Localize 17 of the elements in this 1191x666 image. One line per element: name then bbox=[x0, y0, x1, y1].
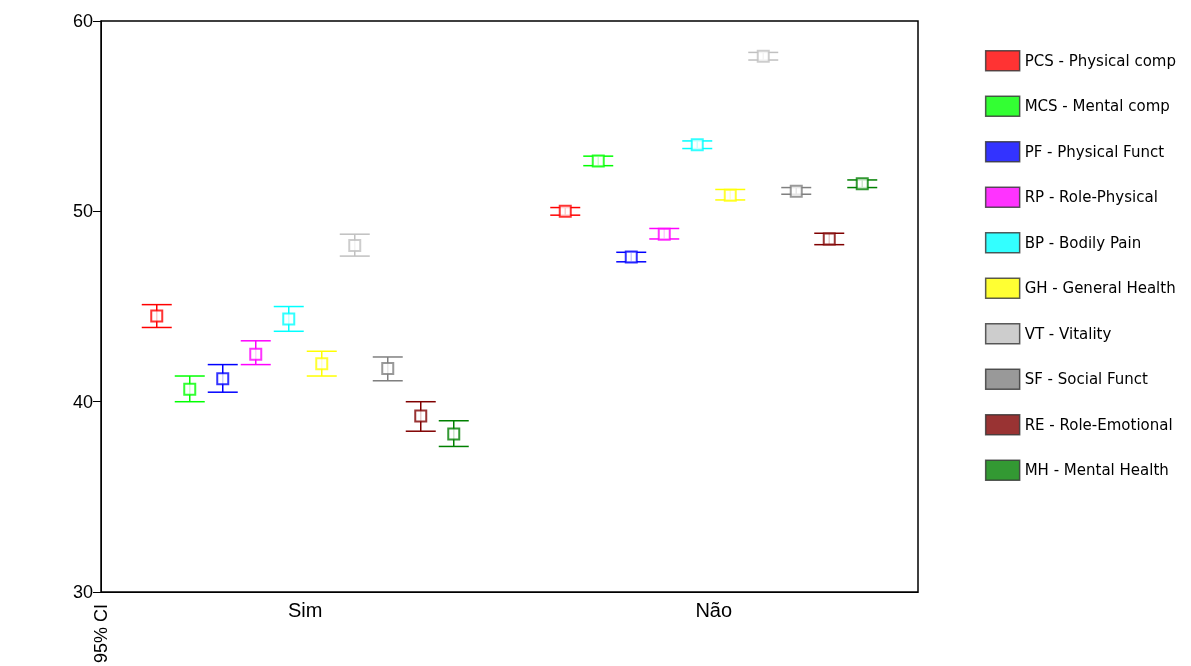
legend-label: SF - Social Funct bbox=[1024, 370, 1149, 389]
legend-label: BP - Bodily Pain bbox=[1024, 233, 1142, 252]
y-tick-label: 60 bbox=[72, 11, 93, 31]
legend-label: GH - General Health bbox=[1024, 279, 1176, 298]
y-axis-title: 95% CI bbox=[91, 603, 111, 663]
legend-label: MH - Mental Health bbox=[1024, 461, 1169, 480]
legend-label: MCS - Mental comp bbox=[1024, 97, 1170, 116]
legend-label: PF - Physical Funct bbox=[1024, 142, 1165, 161]
x-tick-label: Sim bbox=[288, 599, 323, 622]
legend-label: PCS - Physical comp bbox=[1024, 51, 1177, 70]
y-tick-label: 50 bbox=[72, 201, 93, 222]
legend-label: VT - Vitality bbox=[1024, 324, 1112, 343]
y-tick-label: 40 bbox=[72, 391, 93, 412]
legend-label: RP - Role-Physical bbox=[1024, 188, 1158, 207]
legend-label: RE - Role-Emotional bbox=[1024, 415, 1173, 434]
y-tick-label: 30 bbox=[72, 582, 93, 603]
x-tick-label: Não bbox=[695, 599, 733, 622]
